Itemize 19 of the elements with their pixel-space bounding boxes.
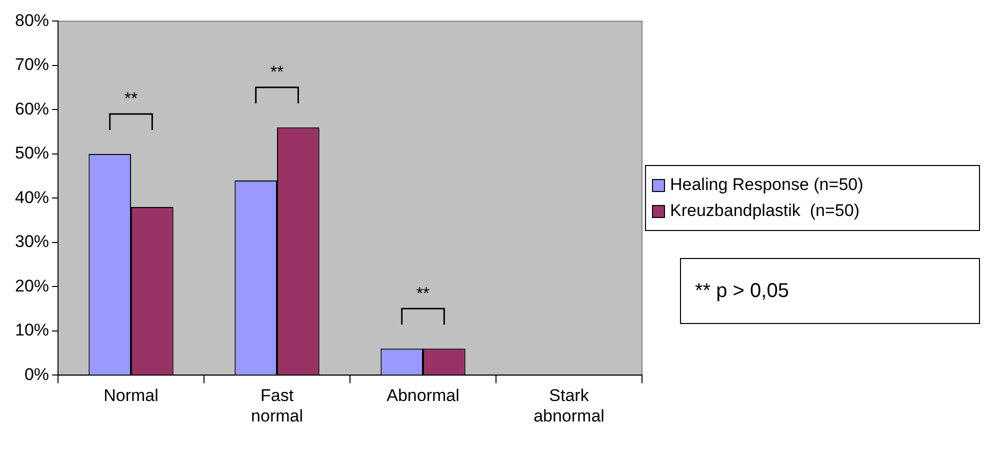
x-tick-label: Abnormal (386, 386, 460, 406)
y-tick-label: 30% (14, 232, 50, 252)
legend-label: Healing Response (n=50) (670, 175, 864, 195)
y-tick-label: 50% (14, 144, 50, 163)
x-tick-label: Fast normal (251, 386, 303, 426)
annotation: ** (270, 62, 284, 82)
y-tick-label: 60% (14, 99, 50, 118)
x-tick-label: Normal (104, 386, 158, 406)
text: ** p > 0,05 (680, 258, 980, 324)
y-tick-label: 10% (14, 320, 50, 340)
y-tick-label: 0% (24, 364, 50, 384)
y-tick-label: 80% (14, 10, 50, 30)
x-tick-label: Stark abnormal (534, 386, 604, 426)
y-tick-label: 70% (14, 55, 50, 74)
y-tick-label: 20% (14, 276, 50, 296)
annotation: ** (416, 284, 430, 303)
legend-label: Kreuzbandplastik (n=50) (670, 201, 860, 221)
y-tick-label: 40% (14, 188, 50, 207)
annotation: ** (124, 89, 138, 108)
